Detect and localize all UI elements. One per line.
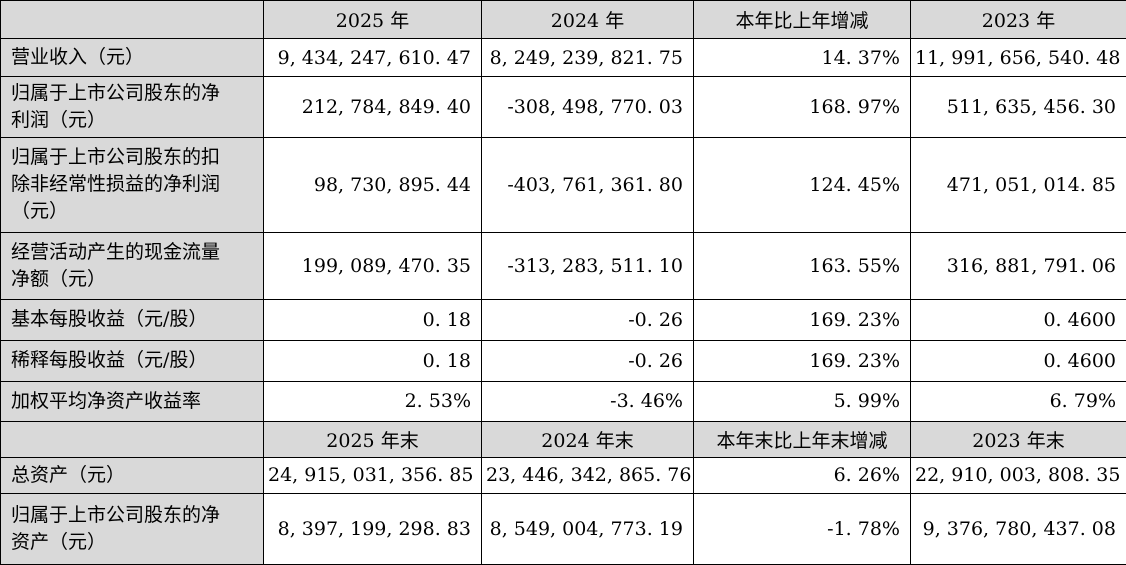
annual-header-row: 2025 年 2024 年 本年比上年增减 2023 年 [1,1,1126,39]
row-basic-eps: 基本每股收益（元/股） 0. 18 -0. 26 169. 23% 0. 460… [1,299,1126,340]
value-2025: 199, 089, 470. 35 [264,232,482,299]
value-change: 124. 45% [694,137,911,232]
row-label: 稀释每股收益（元/股） [1,340,264,381]
row-net-profit: 归属于上市公司股东的净 利润（元） 212, 784, 849. 40 -308… [1,77,1126,138]
value-2025: 2. 53% [264,381,482,421]
value-change: 169. 23% [694,340,911,381]
row-net-assets: 归属于上市公司股东的净 资产（元） 8, 397, 199, 298. 83 8… [1,493,1126,564]
row-label: 归属于上市公司股东的净 利润（元） [1,77,264,138]
value-2025: 8, 397, 199, 298. 83 [264,493,482,564]
value-change: 168. 97% [694,77,911,138]
value-2025: 0. 18 [264,299,482,340]
row-revenue: 营业收入（元） 9, 434, 247, 610. 47 8, 249, 239… [1,39,1126,77]
value-2023: 471, 051, 014. 85 [911,137,1126,232]
row-label: 营业收入（元） [1,39,264,77]
value-2024: -3. 46% [482,381,694,421]
value-2023: 316, 881, 791. 06 [911,232,1126,299]
value-2023: 511, 635, 456. 30 [911,77,1126,138]
value-2024: -313, 283, 511. 10 [482,232,694,299]
row-diluted-eps: 稀释每股收益（元/股） 0. 18 -0. 26 169. 23% 0. 460… [1,340,1126,381]
col-header-change-end: 本年末比上年末增减 [694,421,911,457]
row-total-assets: 总资产（元） 24, 915, 031, 356. 85 23, 446, 34… [1,457,1126,493]
value-change: 6. 26% [694,457,911,493]
value-2024: -308, 498, 770. 03 [482,77,694,138]
value-2025: 212, 784, 849. 40 [264,77,482,138]
col-header-2024: 2024 年 [482,1,694,39]
row-deducted-net-profit: 归属于上市公司股东的扣 除非经常性损益的净利润 （元） 98, 730, 895… [1,137,1126,232]
value-2024: -403, 761, 361. 80 [482,137,694,232]
value-change: -1. 78% [694,493,911,564]
row-label: 加权平均净资产收益率 [1,381,264,421]
row-weighted-roe: 加权平均净资产收益率 2. 53% -3. 46% 5. 99% 6. 79% [1,381,1126,421]
value-2024: -0. 26 [482,299,694,340]
row-label: 归属于上市公司股东的净 资产（元） [1,493,264,564]
row-label: 基本每股收益（元/股） [1,299,264,340]
col-header-2025: 2025 年 [264,1,482,39]
value-change: 5. 99% [694,381,911,421]
col-header-blank [1,421,264,457]
col-header-change: 本年比上年增减 [694,1,911,39]
col-header-2024-end: 2024 年末 [482,421,694,457]
value-2025: 0. 18 [264,340,482,381]
row-label: 总资产（元） [1,457,264,493]
value-2024: 8, 249, 239, 821. 75 [482,39,694,77]
value-2025: 24, 915, 031, 356. 85 [264,457,482,493]
value-2023: 6. 79% [911,381,1126,421]
value-2023: 0. 4600 [911,299,1126,340]
period-end-header-row: 2025 年末 2024 年末 本年末比上年末增减 2023 年末 [1,421,1126,457]
value-2025: 9, 434, 247, 610. 47 [264,39,482,77]
row-label: 归属于上市公司股东的扣 除非经常性损益的净利润 （元） [1,137,264,232]
col-header-blank [1,1,264,39]
row-operating-cash-flow: 经营活动产生的现金流量 净额（元） 199, 089, 470. 35 -313… [1,232,1126,299]
value-2023: 9, 376, 780, 437. 08 [911,493,1126,564]
value-2023: 22, 910, 003, 808. 35 [911,457,1126,493]
value-2024: 8, 549, 004, 773. 19 [482,493,694,564]
value-2023: 11, 991, 656, 540. 48 [911,39,1126,77]
value-change: 169. 23% [694,299,911,340]
value-change: 163. 55% [694,232,911,299]
value-2025: 98, 730, 895. 44 [264,137,482,232]
value-2024: -0. 26 [482,340,694,381]
value-2023: 0. 4600 [911,340,1126,381]
col-header-2023-end: 2023 年末 [911,421,1126,457]
row-label: 经营活动产生的现金流量 净额（元） [1,232,264,299]
value-change: 14. 37% [694,39,911,77]
col-header-2025-end: 2025 年末 [264,421,482,457]
col-header-2023: 2023 年 [911,1,1126,39]
value-2024: 23, 446, 342, 865. 76 [482,457,694,493]
